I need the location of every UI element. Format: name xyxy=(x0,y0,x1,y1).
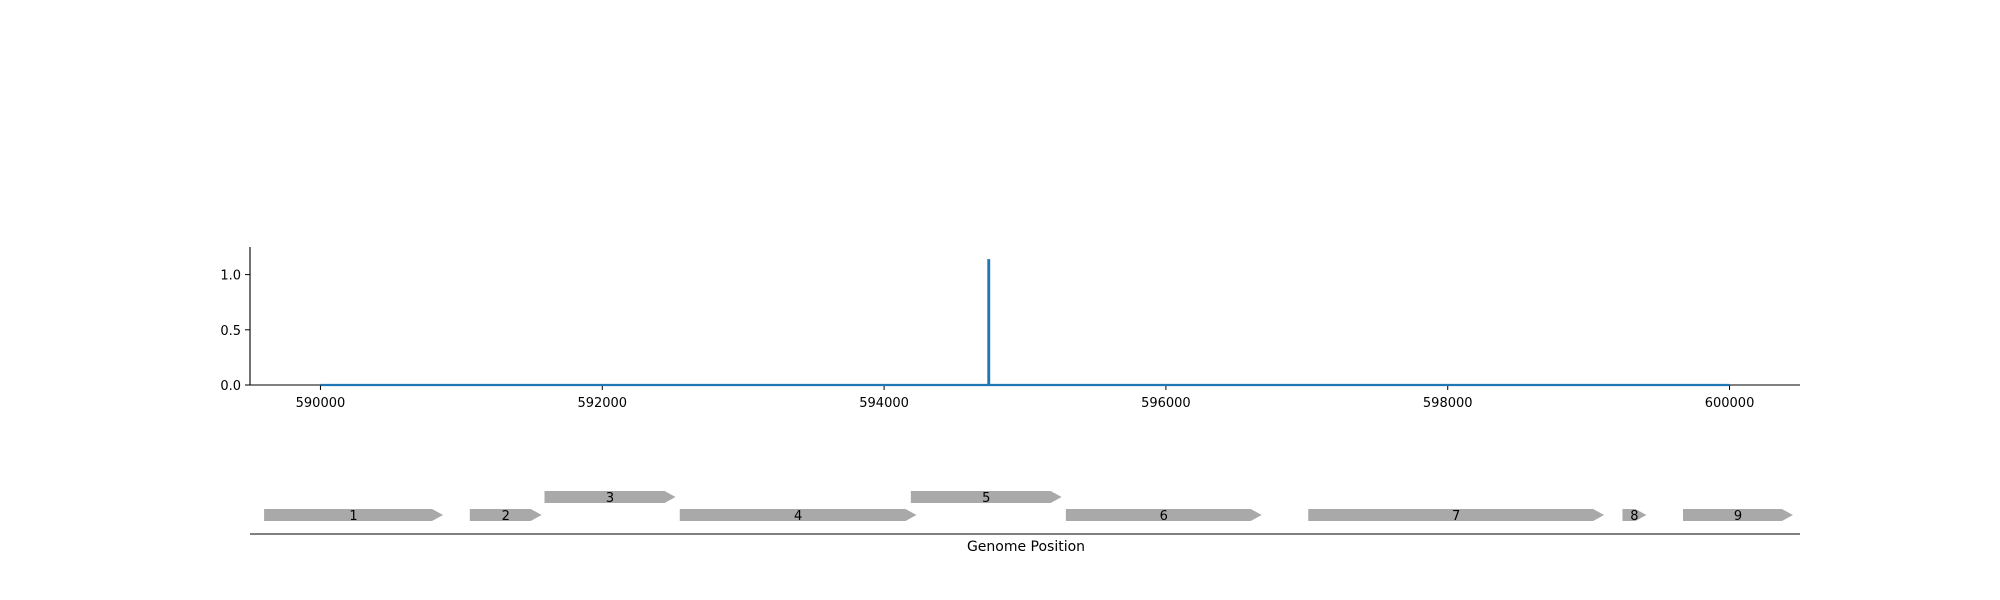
coverage-plot: 0.0 0.5 1.0 590000 592000 594000 596000 598000 6… xyxy=(220,247,1800,411)
y-tick-label: 1.0 xyxy=(220,269,241,284)
gene-label: 4 xyxy=(794,509,802,524)
gene-arrow xyxy=(544,491,676,503)
gene-label: 7 xyxy=(1452,509,1460,524)
gene-arrow xyxy=(1622,509,1647,521)
gene-label: 1 xyxy=(349,509,357,524)
coverage-line xyxy=(320,259,1730,387)
gene-label: 5 xyxy=(982,491,990,506)
x-tick-label: 594000 xyxy=(859,396,909,411)
gene-arrow xyxy=(679,509,917,521)
gene-label: 9 xyxy=(1734,509,1742,524)
gene-track: 1 2 3 4 5 6 7 8 9 Genome Position xyxy=(250,491,1800,555)
gene-arrow xyxy=(1308,509,1605,521)
gene-label: 6 xyxy=(1160,509,1168,524)
x-tick-label: 590000 xyxy=(296,396,346,411)
x-tick-label: 598000 xyxy=(1423,396,1473,411)
gene-label: 2 xyxy=(502,509,510,524)
x-tick-label: 592000 xyxy=(577,396,627,411)
coverage-axes: 0.0 0.5 1.0 590000 592000 594000 596000 598000 6… xyxy=(220,247,1800,411)
gene-arrow xyxy=(1683,509,1793,521)
y-tick-label: 0.0 xyxy=(220,379,241,394)
gene-arrow xyxy=(1065,509,1262,521)
gene-arrows: 1 2 3 4 5 6 7 8 9 xyxy=(264,491,1793,524)
x-axis-title: Genome Position xyxy=(967,539,1085,555)
coverage-series xyxy=(320,259,1730,387)
gene-arrow xyxy=(264,509,444,521)
gene-arrow xyxy=(910,491,1062,503)
gene-arrow xyxy=(469,509,542,521)
x-tick-label: 600000 xyxy=(1705,396,1755,411)
gene-label: 8 xyxy=(1630,509,1638,524)
y-tick-label: 0.5 xyxy=(220,324,241,339)
x-tick-label: 596000 xyxy=(1141,396,1191,411)
gene-label: 3 xyxy=(606,491,614,506)
